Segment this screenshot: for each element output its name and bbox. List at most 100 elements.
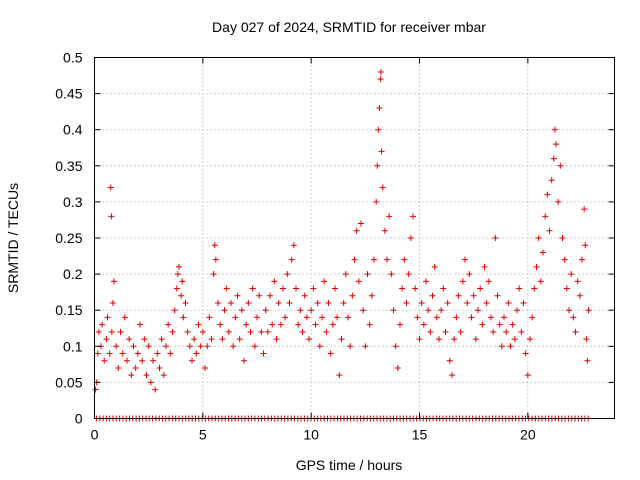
data-point bbox=[176, 263, 182, 270]
data-point bbox=[479, 321, 486, 328]
data-point bbox=[251, 343, 258, 350]
data-point bbox=[238, 307, 245, 314]
data-point bbox=[584, 357, 591, 364]
data-point bbox=[160, 372, 167, 379]
data-point bbox=[186, 343, 193, 350]
data-point bbox=[572, 328, 579, 335]
data-point bbox=[412, 285, 419, 292]
data-point bbox=[397, 321, 403, 328]
data-point bbox=[362, 343, 369, 350]
y-tick-label: 0.5 bbox=[63, 50, 83, 66]
data-point bbox=[193, 350, 200, 357]
data-point bbox=[314, 299, 321, 306]
y-tick-label: 0.15 bbox=[55, 302, 82, 318]
data-point bbox=[376, 105, 383, 112]
x-tick-labels: 0 5 10 15 20 bbox=[91, 427, 536, 443]
data-point bbox=[269, 321, 276, 328]
data-point bbox=[455, 292, 462, 299]
data-point bbox=[221, 307, 228, 314]
data-point bbox=[581, 206, 588, 213]
data-point bbox=[94, 350, 101, 357]
data-point bbox=[583, 336, 590, 343]
data-point bbox=[436, 336, 442, 343]
data-point bbox=[297, 307, 304, 314]
data-point bbox=[340, 299, 347, 306]
data-point bbox=[308, 307, 315, 314]
data-point bbox=[147, 379, 154, 386]
data-point bbox=[498, 343, 505, 350]
data-point bbox=[189, 357, 195, 364]
data-point bbox=[303, 314, 310, 321]
data-point bbox=[557, 162, 564, 169]
data-point bbox=[316, 343, 323, 350]
data-point bbox=[544, 191, 551, 198]
data-point bbox=[377, 76, 384, 83]
data-point bbox=[141, 336, 148, 343]
data-point bbox=[106, 350, 113, 357]
data-point bbox=[182, 299, 189, 306]
data-point bbox=[394, 364, 401, 371]
data-point bbox=[282, 314, 289, 321]
data-point bbox=[101, 357, 108, 364]
y-tick-labels: 0 0.05 0.1 0.15 0.2 0.25 0.3 0.35 0.4 0.45 0.5 bbox=[55, 50, 82, 427]
data-point bbox=[360, 307, 367, 314]
data-point bbox=[134, 350, 141, 357]
data-point bbox=[295, 321, 302, 328]
data-points bbox=[92, 68, 592, 393]
data-point bbox=[243, 321, 250, 328]
data-point bbox=[527, 336, 533, 343]
data-point bbox=[503, 328, 510, 335]
data-point bbox=[169, 328, 176, 335]
data-point bbox=[277, 321, 284, 328]
data-point bbox=[566, 307, 572, 314]
axis-ticks bbox=[94, 57, 615, 419]
data-point bbox=[247, 328, 254, 335]
data-point bbox=[416, 336, 423, 343]
data-point bbox=[217, 321, 224, 328]
data-point bbox=[568, 271, 575, 278]
data-point bbox=[113, 343, 120, 350]
data-point bbox=[429, 292, 436, 299]
data-point bbox=[338, 336, 345, 343]
data-point bbox=[158, 336, 165, 343]
x-tick-label: 20 bbox=[520, 427, 536, 443]
data-point bbox=[325, 299, 332, 306]
data-point bbox=[232, 314, 239, 321]
data-point bbox=[103, 336, 110, 343]
data-point bbox=[535, 235, 542, 241]
data-point bbox=[280, 285, 286, 292]
data-point bbox=[492, 235, 499, 241]
data-point bbox=[95, 328, 102, 335]
data-point bbox=[264, 328, 271, 335]
data-point bbox=[179, 278, 186, 285]
data-point bbox=[107, 184, 114, 191]
data-point bbox=[427, 328, 434, 335]
y-tick-label: 0.25 bbox=[55, 230, 82, 246]
data-point bbox=[399, 285, 406, 292]
data-point bbox=[99, 321, 106, 328]
data-point bbox=[210, 271, 217, 278]
data-point bbox=[386, 213, 393, 220]
data-point bbox=[299, 328, 306, 335]
data-point bbox=[301, 292, 308, 299]
data-point bbox=[197, 343, 204, 350]
data-point bbox=[381, 227, 388, 234]
data-point bbox=[128, 372, 135, 379]
data-point bbox=[407, 235, 414, 241]
data-point bbox=[126, 336, 133, 343]
y-tick-label: 0 bbox=[75, 411, 83, 427]
data-point bbox=[288, 256, 295, 263]
data-point bbox=[509, 321, 516, 328]
data-point bbox=[121, 314, 128, 321]
data-point bbox=[366, 321, 373, 328]
y-tick-label: 0.45 bbox=[55, 86, 82, 102]
data-point bbox=[494, 292, 501, 299]
y-tick-label: 0.05 bbox=[55, 374, 82, 390]
data-point bbox=[139, 357, 146, 364]
data-point bbox=[475, 307, 481, 314]
data-point bbox=[420, 321, 427, 328]
data-point bbox=[154, 350, 161, 357]
data-point bbox=[108, 328, 115, 335]
data-point bbox=[225, 328, 232, 335]
